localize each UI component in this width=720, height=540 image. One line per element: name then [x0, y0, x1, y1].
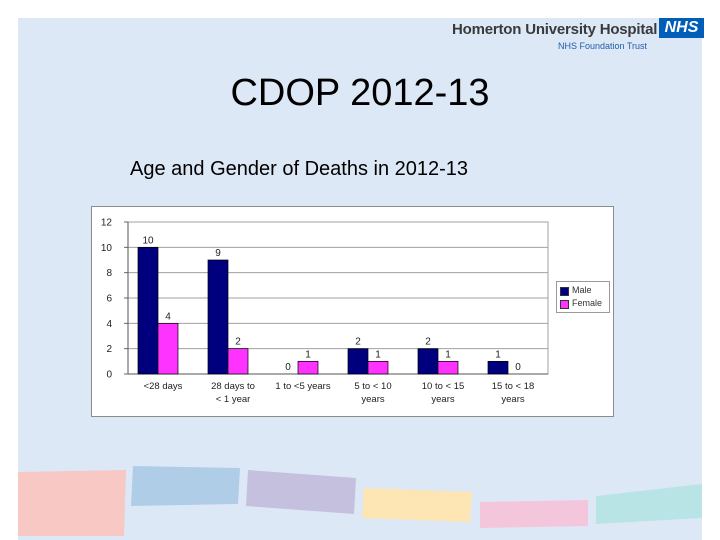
- y-tick-label: 10: [101, 243, 113, 254]
- x-tick-label: years: [501, 394, 524, 405]
- x-tick-label: years: [431, 394, 454, 405]
- data-label: 2: [425, 337, 431, 348]
- band-teal: [596, 484, 702, 524]
- band-rose: [480, 500, 588, 528]
- data-label: 1: [495, 349, 501, 360]
- band-blue: [131, 466, 240, 506]
- logo-sub-text: NHS Foundation Trust: [558, 41, 648, 51]
- y-tick-label: 4: [106, 319, 112, 330]
- bar-male: [417, 348, 439, 375]
- band-lavender: [246, 470, 356, 514]
- x-tick-label: 10 to < 15: [422, 381, 465, 392]
- data-label: 1: [445, 349, 451, 360]
- x-tick-label: 5 to < 10: [354, 381, 391, 392]
- x-tick-label: 28 days to: [211, 381, 255, 392]
- data-label: 2: [235, 337, 241, 348]
- y-tick-label: 6: [106, 294, 112, 305]
- decorative-bands: [18, 466, 702, 536]
- y-tick-label: 2: [106, 344, 112, 355]
- bar-male: [137, 246, 159, 375]
- logo-main-text: Homerton University Hospital: [452, 21, 658, 38]
- y-tick-label: 8: [106, 268, 112, 279]
- bar-male: [487, 360, 509, 375]
- data-label: 1: [305, 349, 311, 360]
- legend-label-male: Male: [572, 285, 592, 295]
- bar-female: [297, 360, 319, 375]
- data-label: 0: [515, 362, 521, 373]
- band-yellow: [362, 488, 472, 522]
- x-tick-label: 1 to <5 years: [275, 381, 330, 392]
- chart-frame: 0 2 4 6 8 10 12 10 4 <28 days 9 2 28 days to < 1 year…: [91, 206, 614, 417]
- legend-swatch-female: [560, 300, 569, 309]
- bar-male: [347, 348, 369, 375]
- x-tick-label: <28 days: [144, 381, 183, 392]
- data-label: 10: [142, 235, 154, 246]
- chart-legend: Male Female: [556, 281, 610, 313]
- data-label: 0: [285, 362, 291, 373]
- legend-swatch-male: [560, 287, 569, 296]
- data-label: 9: [215, 248, 221, 259]
- data-label: 4: [165, 311, 171, 322]
- y-tick-label: 0: [106, 370, 112, 381]
- bar-male: [207, 259, 229, 375]
- data-label: 2: [355, 337, 361, 348]
- bar-female: [227, 348, 249, 375]
- y-tick-label: 12: [101, 218, 113, 229]
- band-pink: [18, 470, 126, 536]
- x-tick-label: years: [361, 394, 384, 405]
- hospital-logo: Homerton University Hospital NHS Foundat…: [452, 16, 704, 56]
- slide-subtitle: Age and Gender of Deaths in 2012-13: [130, 158, 469, 180]
- x-tick-label: 15 to < 18: [492, 381, 535, 392]
- legend-label-female: Female: [572, 298, 603, 308]
- slide-title: CDOP 2012-13: [230, 72, 490, 114]
- data-label: 1: [375, 349, 381, 360]
- x-tick-label: < 1 year: [216, 394, 251, 405]
- bar-female: [367, 360, 389, 375]
- nhs-badge: NHS: [659, 18, 704, 38]
- bar-female: [157, 322, 179, 375]
- bar-female: [437, 360, 459, 375]
